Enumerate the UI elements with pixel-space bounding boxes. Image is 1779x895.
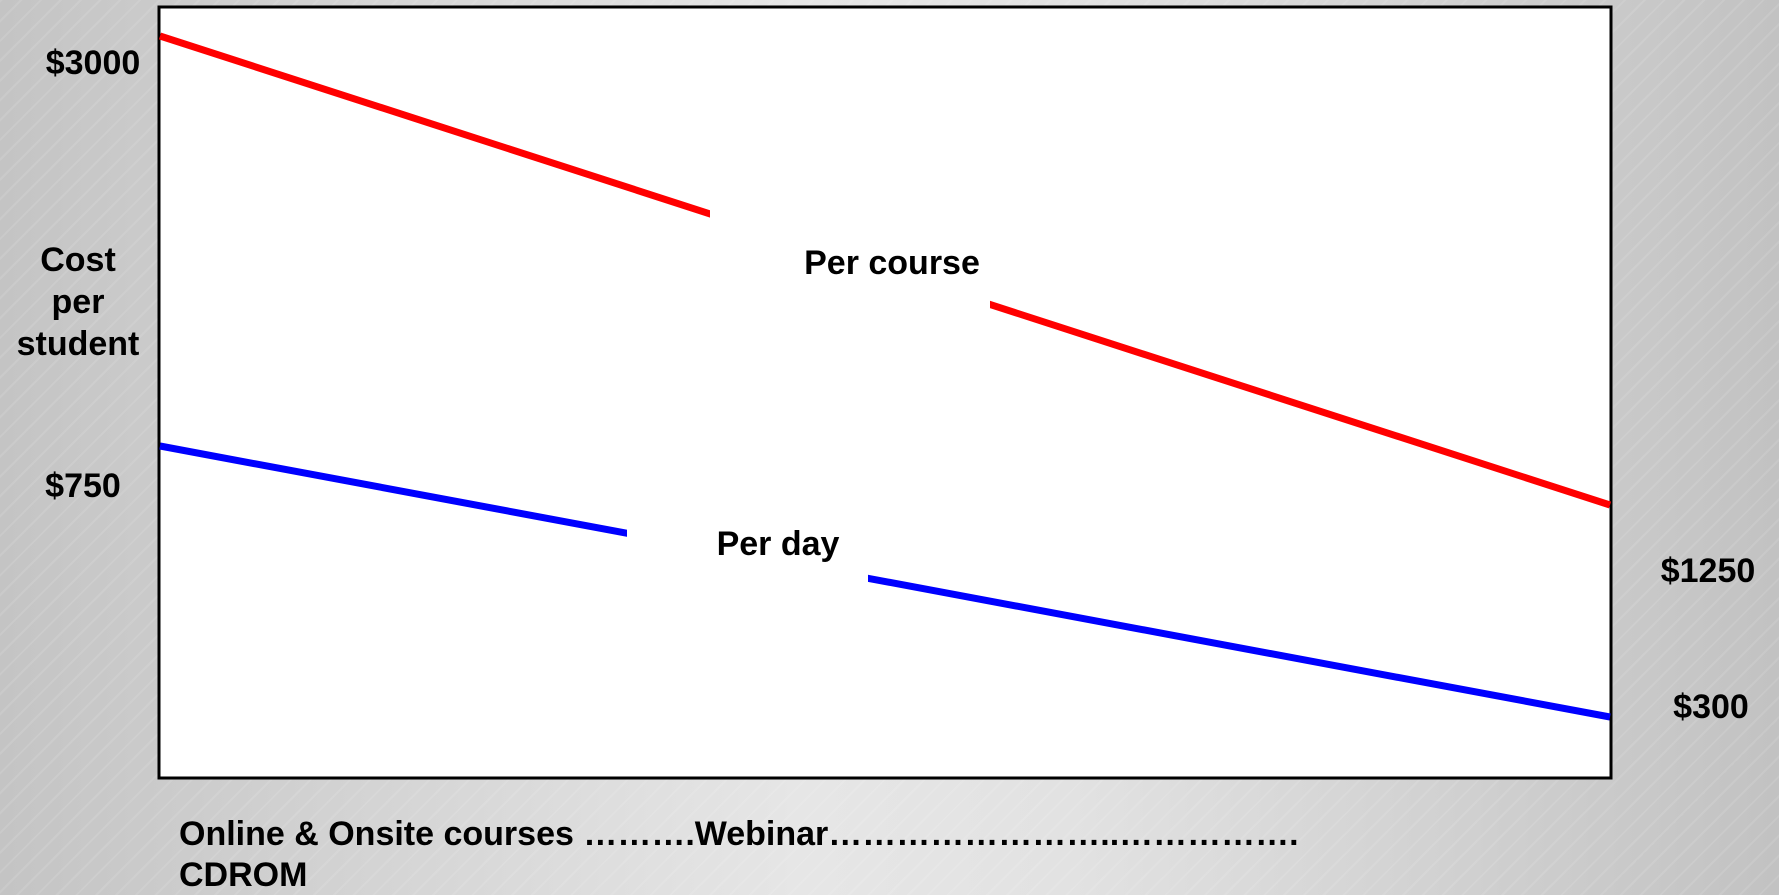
end-value-label: $300 <box>1673 688 1749 726</box>
label-background <box>710 208 990 314</box>
x-axis-label: CDROM <box>179 856 307 894</box>
plot-area <box>157 5 1613 780</box>
start-value-label: $3000 <box>46 44 141 82</box>
y-axis-label: student <box>17 325 140 363</box>
start-value-label: $750 <box>45 467 121 505</box>
label-background <box>627 524 868 586</box>
x-axis-label: Online & Onsite courses ……….Webinar……………… <box>179 815 1299 853</box>
series-label: Per course <box>804 244 980 282</box>
end-value-label: $1250 <box>1661 552 1756 590</box>
y-axis-label: per <box>52 283 105 321</box>
series-line <box>159 442 1611 721</box>
y-axis-label: Cost <box>40 241 116 279</box>
series-label: Per day <box>717 525 840 563</box>
